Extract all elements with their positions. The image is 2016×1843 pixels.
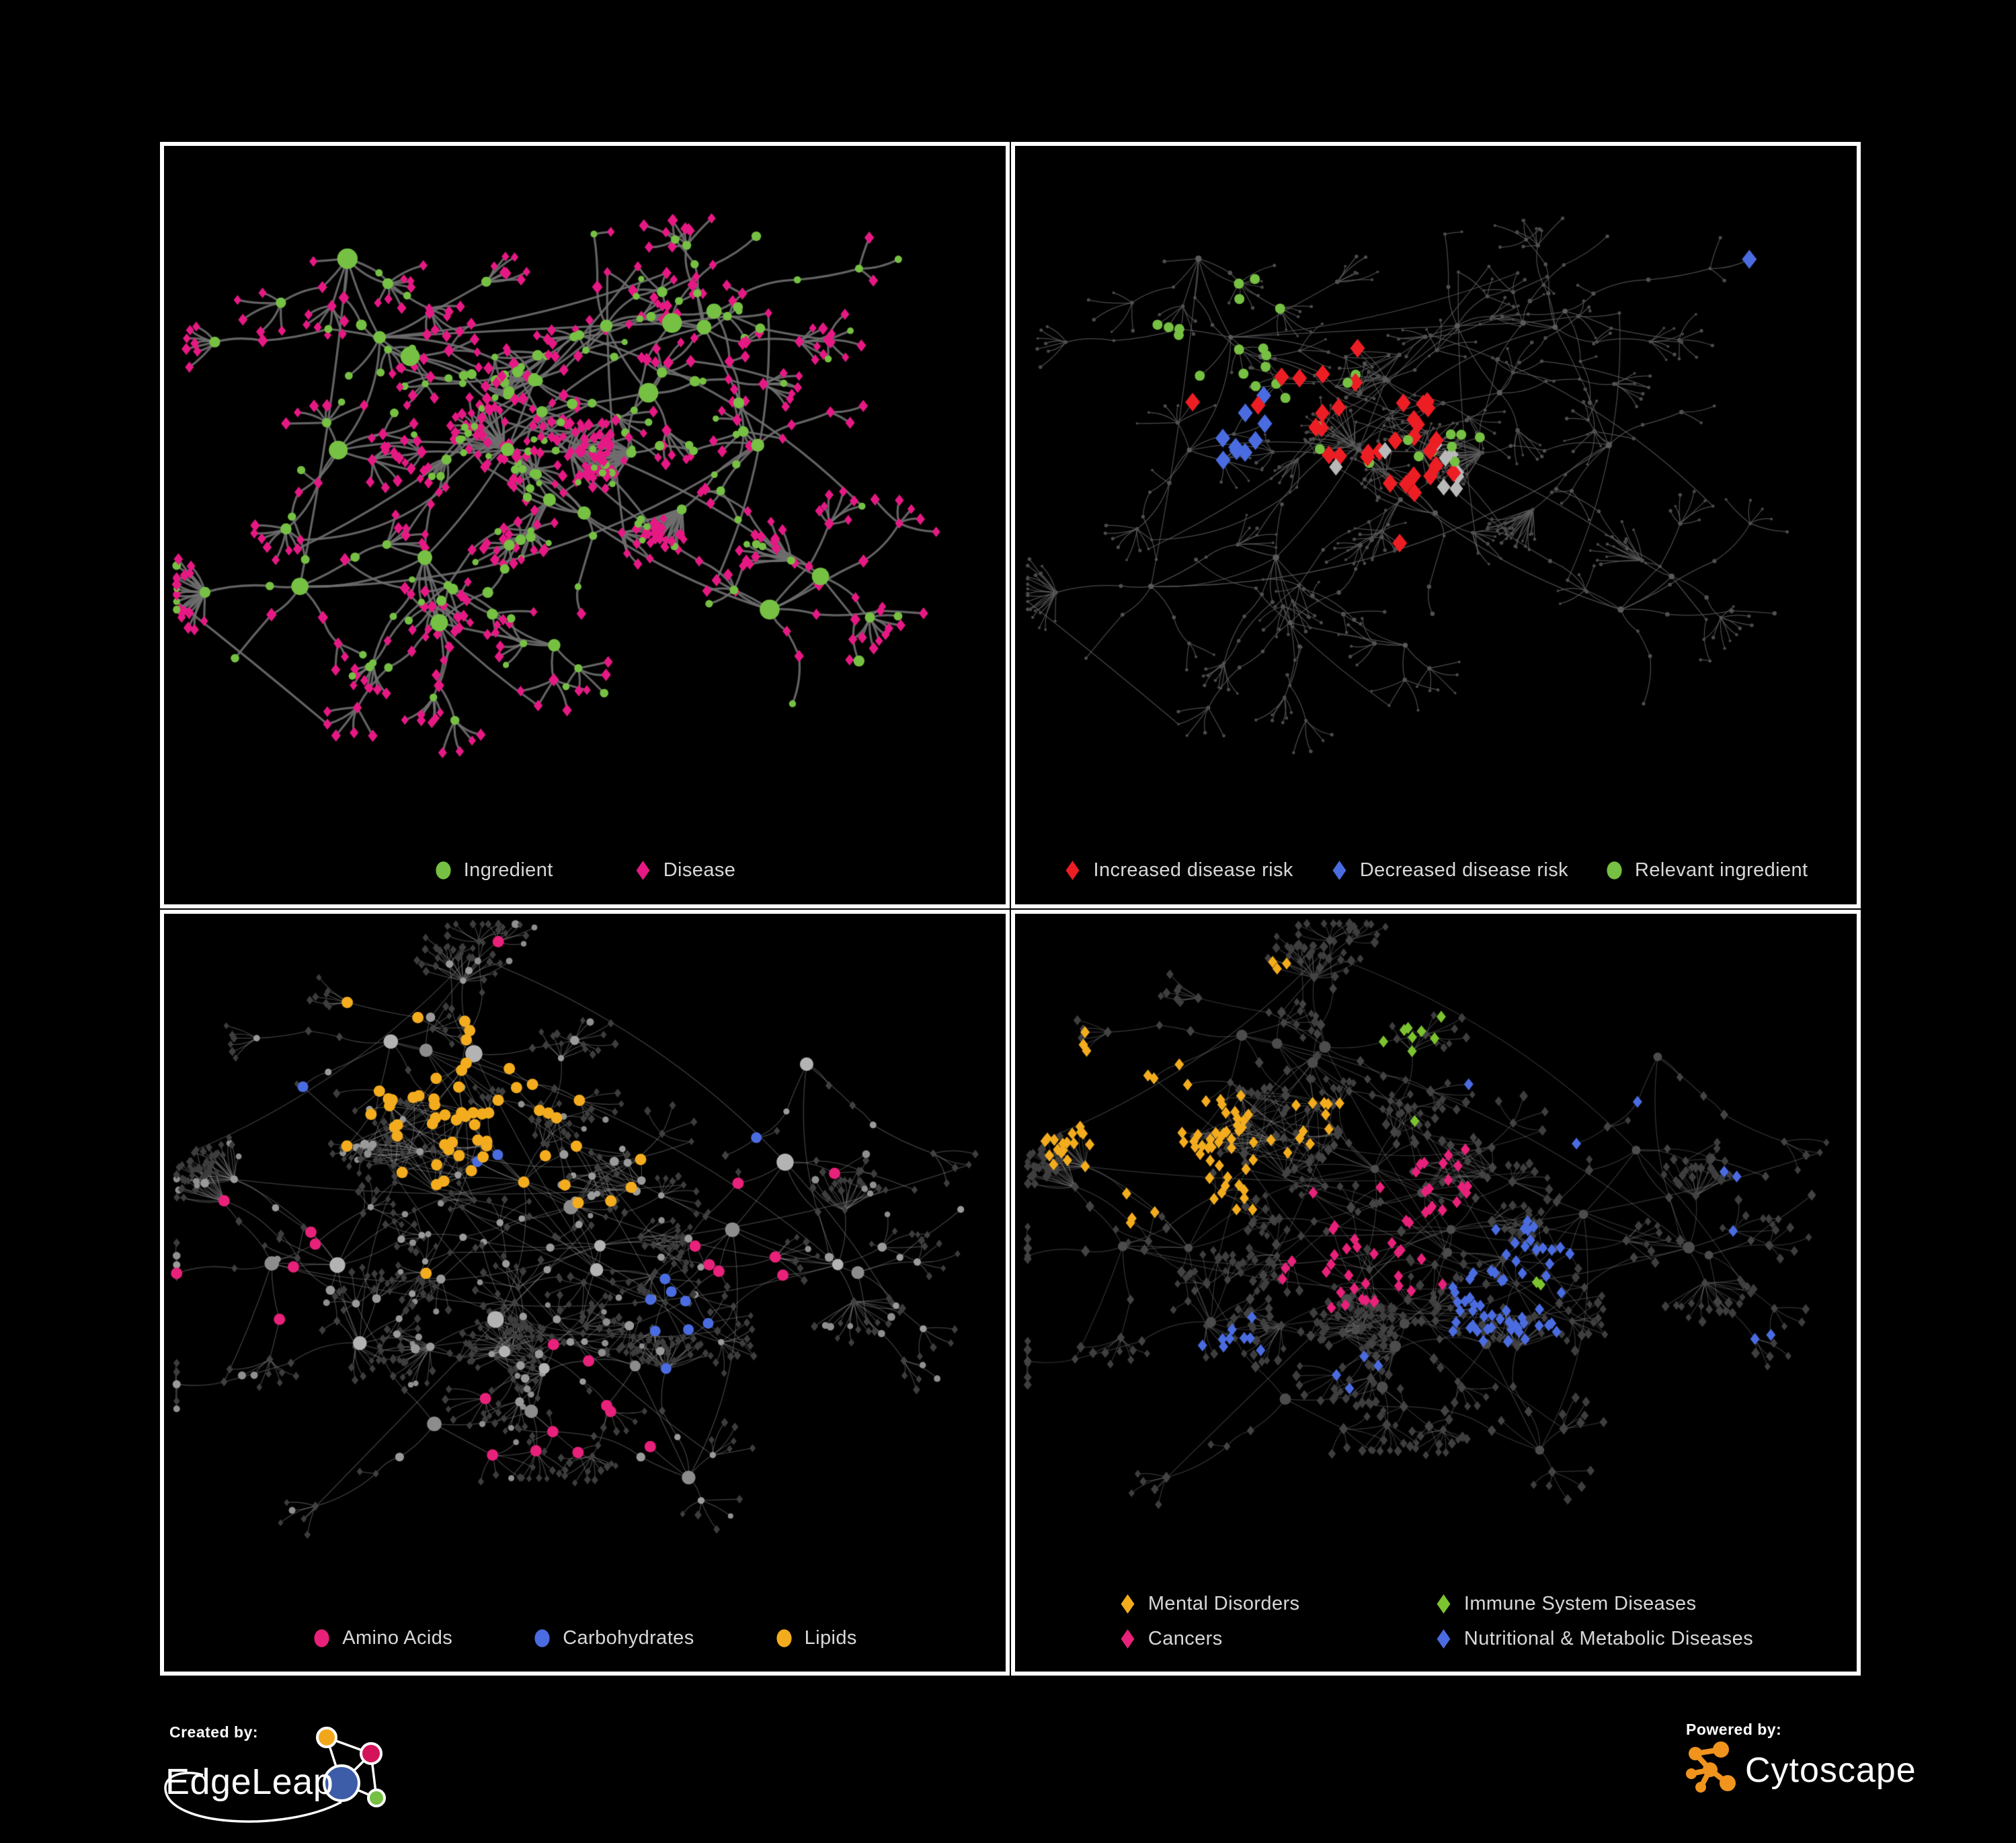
edgeleap-logo: Created by: EdgeLeap: [164, 1723, 386, 1823]
relevant-ingredient-circle-icon: [1607, 861, 1622, 879]
legend-nutrient-classes: Amino Acids Carbohydrates Lipids: [164, 1604, 1006, 1672]
legend-item-lipids: Lipids: [775, 1627, 857, 1649]
edgeleap-wordmark: EdgeLeap: [165, 1762, 333, 1802]
legend-item-carbohydrates: Carbohydrates: [533, 1627, 694, 1649]
network-canvas-nutrient-classes: [164, 913, 1006, 1604]
created-by-label: Created by:: [169, 1723, 258, 1741]
legend-item-mental-disorders: Mental Disorders: [1119, 1586, 1435, 1621]
network-canvas-ingredient-disease: [164, 146, 1006, 837]
legend-item-decreased-risk: Decreased disease risk: [1330, 859, 1568, 881]
legend-label: Ingredient: [463, 859, 553, 881]
decreased-risk-diamond-icon: [1332, 861, 1346, 880]
edgeleap-node-green: [367, 1789, 386, 1807]
increased-risk-diamond-icon: [1066, 861, 1080, 880]
legend-label: Cancers: [1147, 1627, 1223, 1649]
edgeleap-node-blue: [323, 1764, 360, 1802]
cytoscape-logo: Powered by: Cytoscape: [1686, 1721, 1917, 1793]
legend-label: Amino Acids: [342, 1626, 453, 1649]
legend-label: Increased disease risk: [1093, 859, 1293, 881]
cancers-diamond-icon: [1121, 1629, 1135, 1649]
panels-grid: Ingredient Disease Increased disease ris…: [160, 142, 1861, 1676]
mental-disorders-diamond-icon: [1121, 1594, 1135, 1614]
legend-item-relevant-ingredient: Relevant ingredient: [1605, 859, 1808, 881]
legend-disease-classes: Mental Disorders Immune System Diseases …: [1119, 1571, 1753, 1672]
powered-by-label: Powered by:: [1686, 1721, 1781, 1738]
cytoscape-wordmark: Cytoscape: [1745, 1751, 1917, 1790]
lipids-circle-icon: [776, 1629, 792, 1647]
disease-diamond-icon: [636, 861, 650, 880]
legend-label: Disease: [663, 859, 736, 881]
legend-item-increased-risk: Increased disease risk: [1063, 859, 1293, 881]
panel-ingredient-disease: Ingredient Disease: [160, 142, 1010, 908]
legend-label: Decreased disease risk: [1359, 859, 1569, 881]
legend-disease-risk: Increased disease risk Decreased disease…: [1015, 837, 1857, 904]
legend-label: Carbohydrates: [563, 1626, 694, 1649]
edgeleap-node-orange: [316, 1727, 337, 1748]
legend-item-ingredient: Ingredient: [434, 859, 553, 881]
legend-item-cancers: Cancers: [1119, 1621, 1435, 1656]
network-canvas-disease-risk: [1015, 146, 1857, 837]
amino-acids-circle-icon: [314, 1629, 329, 1647]
network-canvas-disease-classes: [1015, 913, 1857, 1571]
legend-item-disease: Disease: [634, 859, 736, 881]
legend-label: Immune System Diseases: [1463, 1592, 1697, 1614]
panel-disease-risk: Increased disease risk Decreased disease…: [1011, 142, 1861, 908]
legend-label: Nutritional & Metabolic Diseases: [1463, 1627, 1754, 1649]
legend-item-nutritional-metabolic-diseases: Nutritional & Metabolic Diseases: [1435, 1621, 1753, 1656]
legend-label: Relevant ingredient: [1635, 859, 1808, 881]
edgeleap-swoosh: [164, 1772, 342, 1823]
immune-system-diseases-diamond-icon: [1437, 1594, 1451, 1614]
panel-disease-classes: Mental Disorders Immune System Diseases …: [1011, 909, 1861, 1676]
legend-label: Mental Disorders: [1147, 1592, 1300, 1614]
legend-ingredient-disease: Ingredient Disease: [164, 837, 1006, 904]
legend-label: Lipids: [804, 1626, 857, 1649]
legend-item-immune-system-diseases: Immune System Diseases: [1435, 1586, 1753, 1621]
legend-item-amino-acids: Amino Acids: [313, 1627, 452, 1649]
ingredient-circle-icon: [436, 861, 451, 879]
panel-nutrient-classes: Amino Acids Carbohydrates Lipids: [160, 909, 1010, 1676]
edgeleap-node-pink: [360, 1742, 382, 1765]
carbohydrates-circle-icon: [534, 1629, 550, 1647]
nutritional-metabolic-diseases-diamond-icon: [1437, 1629, 1451, 1649]
cytoscape-icon: [1686, 1741, 1736, 1793]
